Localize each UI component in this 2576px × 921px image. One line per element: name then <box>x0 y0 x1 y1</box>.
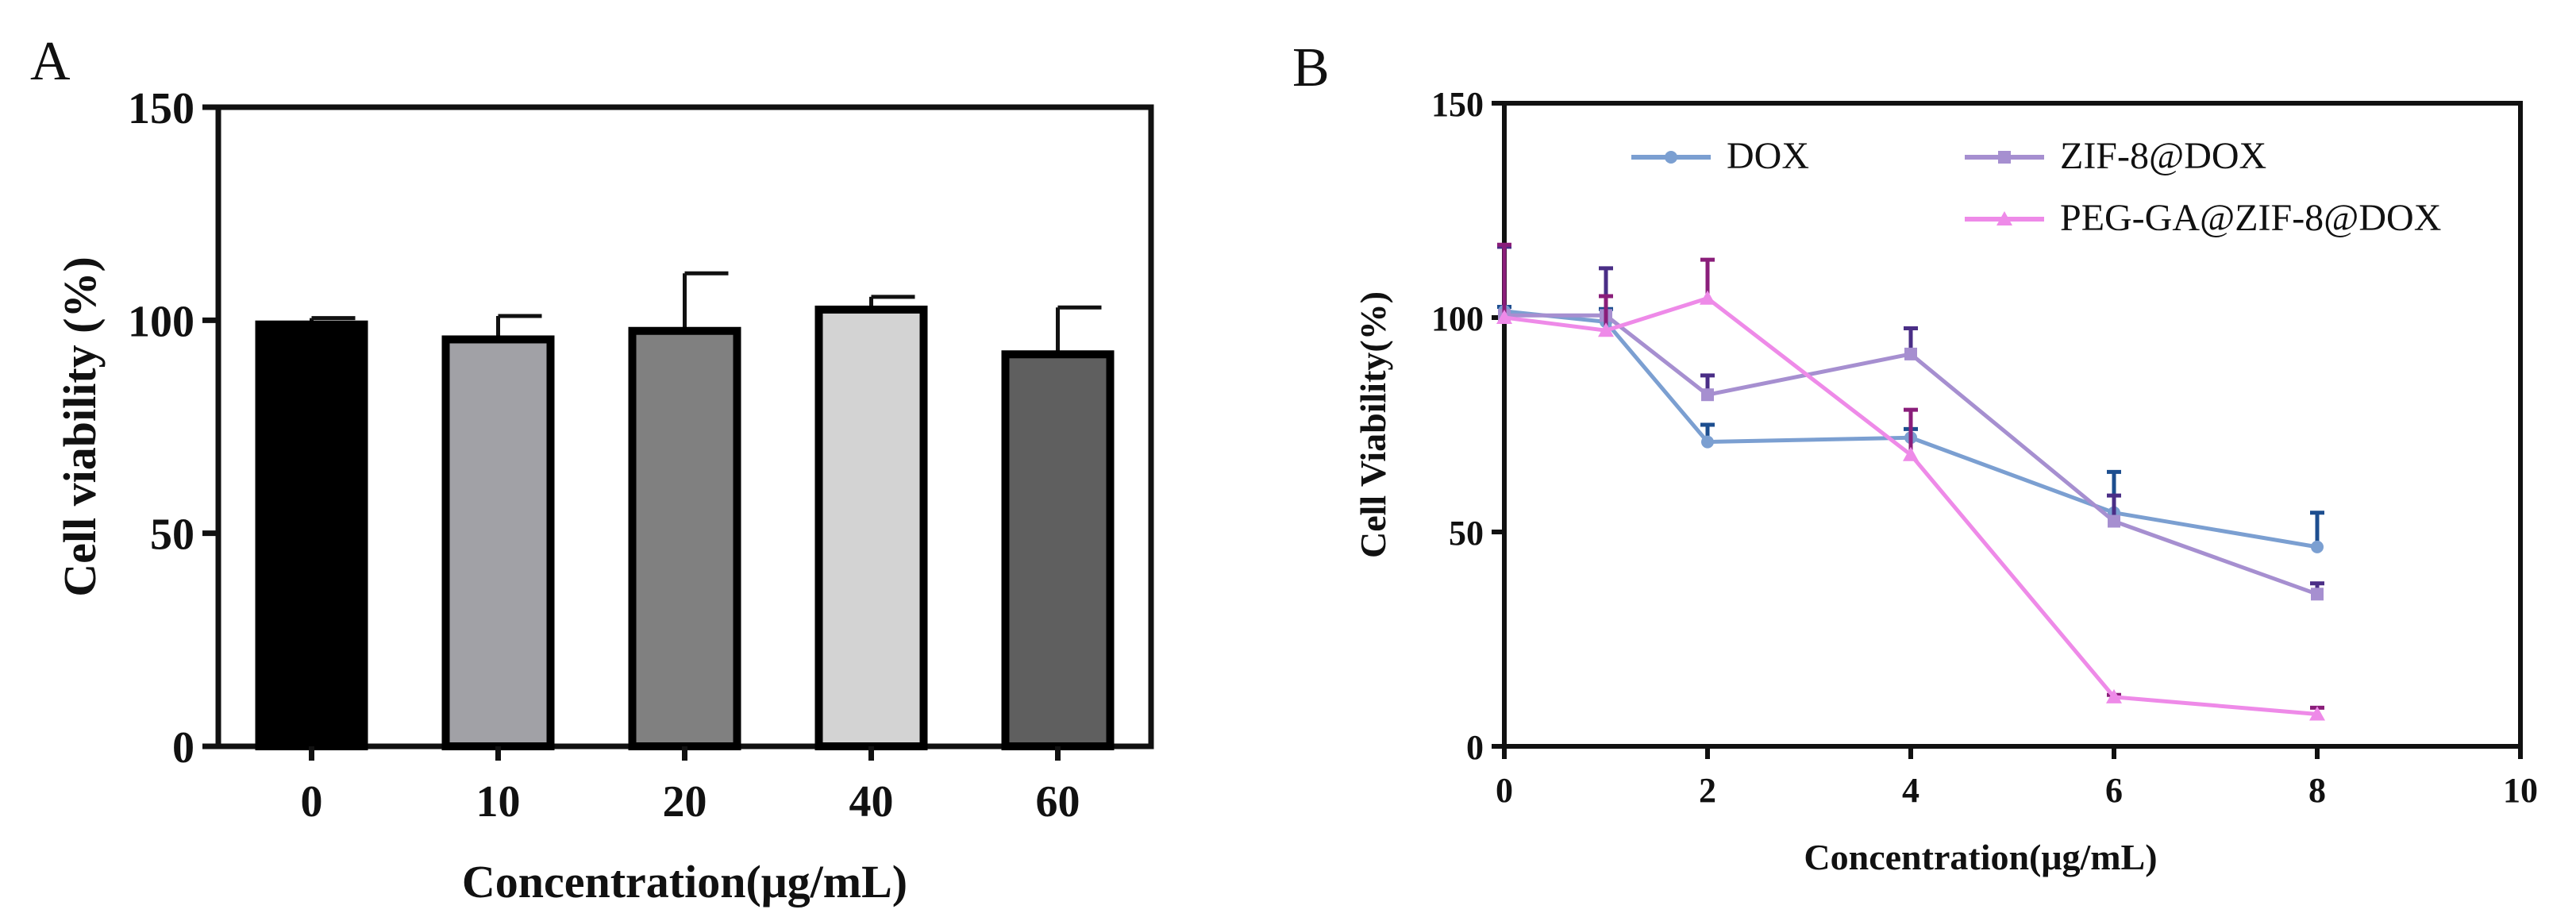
x-tick-label: 40 <box>849 777 894 827</box>
legend-label: ZIF-8@DOX <box>2060 135 2266 177</box>
series-PEG-GA@ZIF-8@DOX <box>1496 242 2325 721</box>
x-axis-label: Concentration(μg/mL) <box>1804 837 2157 877</box>
x-tick-label: 10 <box>476 777 521 827</box>
legend-marker <box>1998 151 2011 164</box>
panel-b-line-chart: B 0 50 100 150 0 2 4 6 8 10 Concentration(μg/mL) Cel… <box>1292 37 2538 877</box>
y-tick-label: 100 <box>128 297 194 346</box>
data-point <box>1903 446 1919 461</box>
data-point <box>1904 347 1917 360</box>
y-tick-label: 100 <box>1431 299 1484 338</box>
bar-60 <box>1001 350 1115 750</box>
legend-item-PEG-GA@ZIF-8@DOX: PEG-GA@ZIF-8@DOX <box>1965 197 2441 239</box>
bar-40 <box>814 305 928 750</box>
y-tick-label: 150 <box>128 84 194 133</box>
x-tick-label: 8 <box>2308 771 2326 810</box>
x-tick-label: 2 <box>1699 771 1716 810</box>
legend-item-ZIF-8@DOX: ZIF-8@DOX <box>1965 135 2266 177</box>
x-tick-label: 6 <box>2105 771 2123 810</box>
y-tick-label: 0 <box>172 723 194 773</box>
bar-10 <box>441 335 555 750</box>
legend-marker <box>1665 151 1677 164</box>
series-line <box>1504 295 2318 716</box>
x-tick-label: 20 <box>663 777 707 827</box>
y-axis-label: Cell viability (%) <box>54 256 106 597</box>
data-point <box>2108 514 2120 528</box>
legend-marker <box>1996 211 2012 225</box>
data-point <box>1700 290 1715 305</box>
data-point <box>1701 435 1714 449</box>
panel-a-bar-chart: A 0 50 100 150 0 10 20 40 60 Concentration(μg/mL) C… <box>30 31 1154 908</box>
data-point <box>2311 540 2324 553</box>
x-axis-label: Concentration(μg/mL) <box>462 856 907 908</box>
panel-letter: B <box>1292 37 1330 98</box>
x-tick-label: 10 <box>2503 771 2538 810</box>
plot-frame <box>1502 101 2523 749</box>
bar-0 <box>255 320 368 750</box>
data-point <box>1598 322 1614 337</box>
x-tick-label: 0 <box>1496 771 1513 810</box>
data-point <box>1701 388 1714 402</box>
legend-label: DOX <box>1727 135 1809 177</box>
y-tick-label: 50 <box>150 511 194 560</box>
y-tick-label: 150 <box>1431 85 1484 124</box>
series-line <box>1504 309 2318 549</box>
y-tick-label: 0 <box>1466 728 1484 767</box>
legend-label: PEG-GA@ZIF-8@DOX <box>2060 197 2441 239</box>
data-point <box>2311 588 2324 601</box>
panel-letter: A <box>30 31 71 92</box>
x-tick-label: 0 <box>301 777 323 827</box>
x-tick-label: 4 <box>1902 771 1919 810</box>
data-point <box>2106 688 2122 703</box>
y-axis-label: Cell Viability(%) <box>1353 291 1393 558</box>
legend-item-DOX: DOX <box>1631 135 1809 177</box>
x-tick-label: 60 <box>1036 777 1080 827</box>
y-tick-label: 50 <box>1449 514 1484 553</box>
bar-20 <box>628 326 741 750</box>
data-point <box>1496 310 1512 324</box>
data-point <box>2309 706 2325 721</box>
